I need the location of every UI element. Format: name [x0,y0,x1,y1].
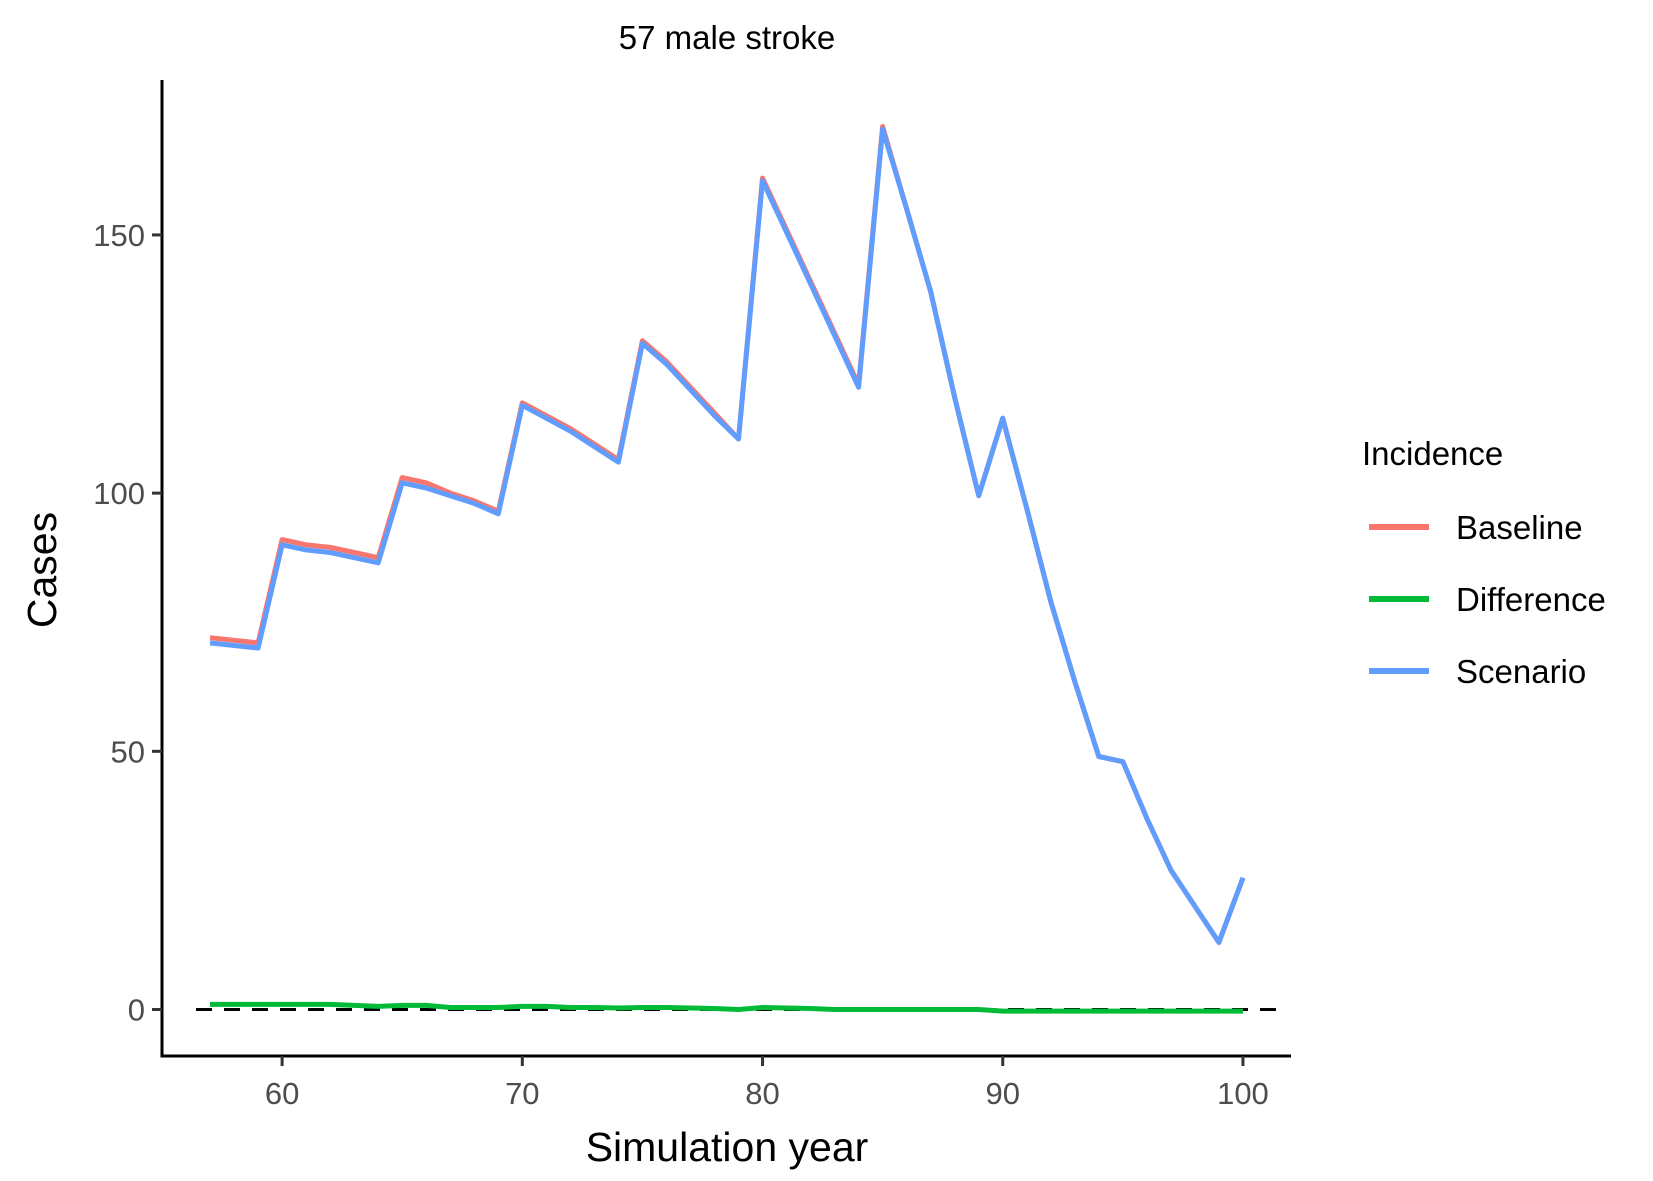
x-tick-label: 80 [745,1076,779,1111]
legend-label-baseline: Baseline [1456,509,1583,546]
axes: 60 70 80 90 100 0 50 100 150 [93,80,1291,1111]
x-tick-label: 90 [986,1076,1020,1111]
y-tick-label: 150 [93,218,145,253]
y-tick-label: 50 [111,734,145,769]
x-tick-label: 100 [1217,1076,1269,1111]
series-line-baseline [209,124,1246,945]
x-axis-title: Simulation year [586,1124,869,1170]
legend-title: Incidence [1362,435,1503,472]
x-tick-label: 70 [505,1076,539,1111]
series-line-difference [210,1001,1243,1014]
legend-label-scenario: Scenario [1456,653,1586,690]
y-axis-title: Cases [19,512,65,628]
y-tick-label: 100 [93,476,145,511]
chart-title: 57 male stroke [619,19,835,56]
x-tick-label: 60 [265,1076,299,1111]
legend-label-difference: Difference [1456,581,1606,618]
series-line-scenario [209,126,1246,945]
plot-area [196,124,1281,1014]
y-tick-label: 0 [128,993,145,1028]
legend: Incidence Baseline Difference Scenario [1362,435,1606,690]
